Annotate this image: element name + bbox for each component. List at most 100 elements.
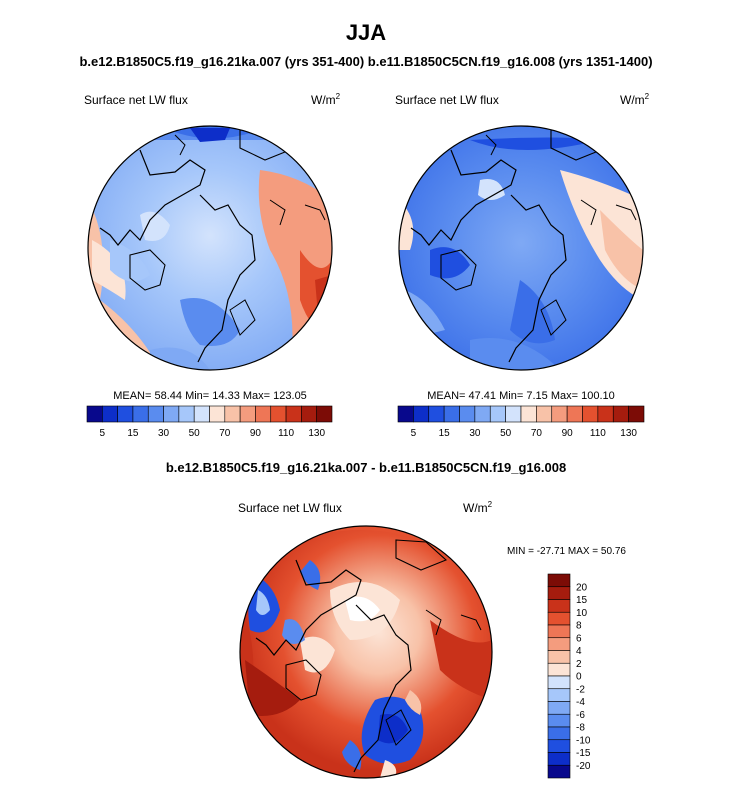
colorbar-tick-label: 5	[100, 428, 106, 439]
colorbar-tick-label: 50	[500, 428, 512, 439]
colorbar-tick-label: 6	[576, 633, 582, 644]
panel-a-colorbar: 5 15 30 50 70 90 110 130	[86, 405, 333, 439]
colorbar-box	[86, 405, 103, 423]
colorbar-box	[459, 405, 476, 423]
colorbar-tick-label: 90	[250, 428, 262, 439]
colorbar-box	[547, 764, 571, 779]
colorbar-tick-label: 10	[576, 608, 588, 619]
colorbar-box	[413, 405, 430, 423]
figure-header: b.e12.B1850C5.f19_g16.21ka.007 (yrs 351-…	[79, 54, 652, 69]
colorbar-tick-label: 2	[576, 659, 582, 670]
colorbar-box	[224, 405, 241, 423]
panel-c: b.e12.B1850C5.f19_g16.21ka.007 - b.e11.B…	[166, 460, 626, 779]
colorbar-box	[489, 405, 506, 423]
colorbar-box	[147, 405, 164, 423]
colorbar-box	[628, 405, 645, 423]
panel-b-map-border	[398, 125, 644, 371]
colorbar-box	[547, 586, 571, 600]
colorbar-box	[597, 405, 614, 423]
panel-c-stats: MIN = -27.71 MAX = 50.76	[507, 546, 626, 557]
colorbar-box	[239, 405, 256, 423]
panel-c-map	[240, 526, 492, 778]
panel-a-map	[88, 126, 332, 370]
colorbar-box	[316, 405, 333, 423]
colorbar-box	[301, 405, 317, 423]
panel-b-stats: MEAN= 47.41 Min= 7.15 Max= 100.10	[427, 390, 615, 402]
colorbar-tick-label: 50	[189, 428, 201, 439]
panel-a: Surface net LW flux W/m2 MEA	[84, 92, 341, 439]
colorbar-tick-label: 4	[576, 646, 582, 657]
colorbar-tick-label: 110	[590, 428, 606, 439]
colorbar-box	[547, 726, 571, 741]
colorbar-box	[428, 405, 445, 423]
colorbar-tick-label: -10	[576, 735, 591, 746]
colorbar-box	[547, 573, 571, 588]
colorbar-box	[547, 650, 571, 664]
colorbar-box	[547, 611, 571, 626]
panel-b-map	[399, 126, 643, 370]
colorbar-box	[547, 713, 571, 728]
colorbar-tick-label: 130	[620, 428, 637, 439]
colorbar-box	[547, 701, 571, 715]
panel-a-stats: MEAN= 58.44 Min= 14.33 Max= 123.05	[113, 390, 307, 402]
colorbar-box	[209, 405, 226, 423]
colorbar-tick-label: -8	[576, 723, 585, 734]
figure-title: JJA	[346, 20, 386, 45]
colorbar-box	[443, 405, 460, 423]
colorbar-box	[582, 405, 599, 423]
colorbar-box	[547, 637, 571, 651]
colorbar-tick-label: 70	[219, 428, 231, 439]
colorbar-box	[566, 405, 583, 423]
colorbar-tick-label: -4	[576, 697, 585, 708]
colorbar-box	[547, 599, 571, 613]
colorbar-box	[474, 405, 491, 423]
colorbar-tick-label: -2	[576, 684, 585, 695]
colorbar-box	[132, 405, 149, 423]
colorbar-box	[505, 405, 522, 423]
colorbar-box	[117, 405, 134, 423]
colorbar-tick-label: 110	[278, 428, 294, 439]
colorbar-tick-label: 0	[576, 672, 582, 683]
panel-a-units: W/m2	[311, 92, 341, 107]
panel-b-colorbar: 5 15 30 50 70 90 110 130	[397, 405, 645, 439]
colorbar-box	[547, 624, 571, 639]
colorbar-tick-label: 130	[308, 428, 325, 439]
colorbar-tick-label: 5	[411, 428, 417, 439]
colorbar-box	[193, 405, 210, 423]
panel-c-map-border	[239, 525, 493, 779]
colorbar-tick-label: -6	[576, 710, 585, 721]
colorbar-tick-label: -15	[576, 748, 591, 759]
colorbar-tick-label: 15	[127, 428, 139, 439]
panel-a-map-border	[87, 125, 333, 371]
colorbar-tick-label: 8	[576, 621, 582, 632]
colorbar-box	[102, 405, 118, 423]
colorbar-box	[178, 405, 195, 423]
colorbar-tick-label: 30	[158, 428, 170, 439]
colorbar-box	[612, 405, 629, 423]
colorbar-box	[520, 405, 537, 423]
colorbar-box	[255, 405, 272, 423]
colorbar-box	[547, 739, 571, 753]
panel-c-heading: b.e12.B1850C5.f19_g16.21ka.007 - b.e11.B…	[166, 460, 566, 475]
colorbar-box	[397, 405, 414, 423]
colorbar-box	[547, 688, 571, 702]
colorbar-box	[163, 405, 180, 423]
panel-c-units: W/m2	[463, 500, 493, 515]
colorbar-box	[270, 405, 287, 423]
colorbar-tick-label: 30	[469, 428, 481, 439]
colorbar-box	[551, 405, 568, 423]
colorbar-tick-label: -20	[576, 761, 591, 772]
panel-b-title: Surface net LW flux	[395, 93, 499, 107]
colorbar-tick-label: 70	[531, 428, 543, 439]
colorbar-box	[547, 675, 571, 690]
colorbar-box	[536, 405, 553, 423]
colorbar-tick-label: 90	[562, 428, 574, 439]
colorbar-box	[285, 405, 302, 423]
colorbar-tick-label: 20	[576, 582, 588, 593]
colorbar-tick-label: 15	[576, 595, 588, 606]
panel-b-units: W/m2	[620, 92, 650, 107]
colorbar-tick-label: 15	[439, 428, 451, 439]
panel-c-title: Surface net LW flux	[238, 501, 342, 515]
